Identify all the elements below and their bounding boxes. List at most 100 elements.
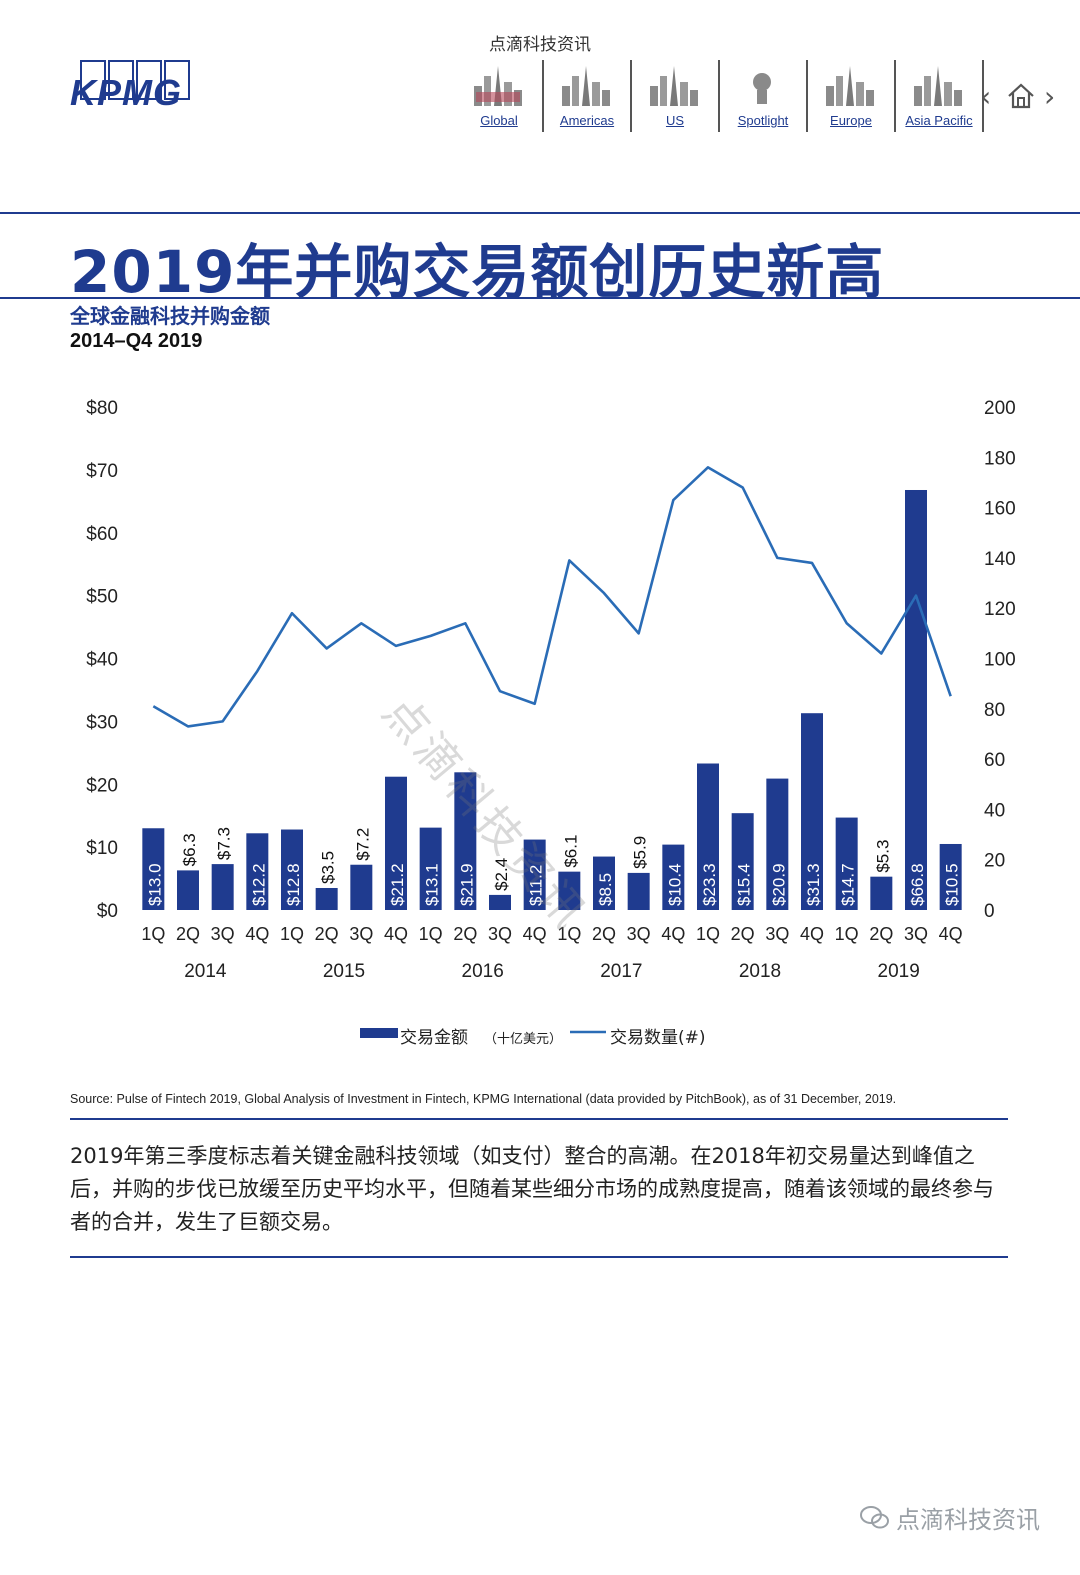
nav-spotlight[interactable]: Spotlight — [720, 60, 808, 132]
bar-19 — [801, 713, 823, 910]
bar-10 — [489, 894, 511, 910]
bar-label: $21.9 — [457, 863, 476, 906]
right-axis-tick: 160 — [984, 499, 1016, 520]
quarter-label: 4Q — [800, 924, 824, 944]
quarter-label: 4Q — [384, 924, 408, 944]
nav-europe[interactable]: Europe — [808, 60, 896, 132]
bar-label: $12.8 — [284, 863, 303, 906]
bar-18 — [766, 778, 789, 910]
quarter-label: 4Q — [523, 924, 547, 944]
right-axis-tick: 80 — [984, 700, 1005, 721]
quarter-label: 3Q — [904, 924, 928, 944]
quarter-label: 3Q — [211, 924, 235, 944]
right-axis-tick: 100 — [984, 650, 1016, 671]
quarter-label: 2Q — [315, 924, 339, 944]
quarter-label: 1Q — [419, 924, 443, 944]
bar-7 — [385, 776, 407, 910]
bar-label: $7.2 — [353, 828, 372, 861]
nav-global[interactable]: Global — [456, 60, 544, 132]
right-axis-tick: 200 — [984, 398, 1016, 419]
bar-3 — [246, 833, 269, 910]
nav-us[interactable]: US — [632, 60, 720, 132]
wechat-icon — [860, 1505, 889, 1528]
right-axis-tick: 180 — [984, 448, 1016, 469]
us-skyline-icon — [650, 66, 698, 106]
left-axis-tick: $20 — [86, 775, 118, 796]
source-rule — [70, 1118, 1008, 1120]
bar-label: $13.0 — [145, 863, 164, 906]
quarter-label: 3Q — [488, 924, 512, 944]
quarter-label: 3Q — [349, 924, 373, 944]
global-skyline-icon — [474, 66, 522, 106]
bar-17 — [731, 813, 754, 910]
quarter-label: 2Q — [592, 924, 616, 944]
quarter-label: 2Q — [869, 924, 893, 944]
logo-boxes — [80, 60, 190, 104]
region-nav: Global Americas US Spotlight Europe Asia Paci… — [456, 60, 984, 132]
bar-label: $20.9 — [769, 863, 788, 906]
quarter-label: 2Q — [453, 924, 477, 944]
left-axis-tick: $50 — [86, 587, 118, 608]
year-label: 2017 — [600, 961, 642, 982]
bar-21 — [870, 876, 893, 910]
quarter-label: 2Q — [731, 924, 755, 944]
left-axis-tick: $80 — [86, 398, 118, 419]
nav-label: US — [665, 113, 685, 128]
logo-text: KPMG — [70, 72, 182, 113]
nav-label: Asia Pacific — [905, 113, 973, 128]
nav-americas[interactable]: Americas — [544, 60, 632, 132]
year-label: 2015 — [323, 961, 365, 982]
right-axis-tick: 140 — [984, 549, 1016, 570]
legend-bar-swatch — [360, 1028, 398, 1038]
bar-9 — [454, 772, 477, 910]
bar-label: $10.4 — [665, 863, 684, 906]
kpmg-logo[interactable]: KPMG — [70, 60, 190, 113]
bar-label: $5.9 — [631, 836, 650, 869]
bar-13 — [593, 856, 615, 910]
quarter-label: 1Q — [696, 924, 720, 944]
bar-label: $8.5 — [596, 873, 615, 906]
right-axis-tick: 0 — [984, 901, 995, 922]
body-rule — [70, 1256, 1008, 1258]
bar-22 — [905, 489, 927, 910]
right-axis-tick: 60 — [984, 750, 1005, 771]
next-arrow-icon[interactable]: › — [1044, 80, 1056, 113]
right-axis-tick: 40 — [984, 800, 1005, 821]
top-caption: 点滴科技资讯 — [489, 35, 591, 55]
nav-asia-pacific[interactable]: Asia Pacific — [896, 60, 984, 132]
bar-label: $13.1 — [423, 863, 442, 906]
bar-2 — [211, 864, 234, 910]
year-label: 2016 — [462, 961, 504, 982]
bar-label: $6.1 — [561, 835, 580, 868]
nav-label: Europe — [830, 113, 872, 128]
prev-arrow-icon[interactable]: ‹ — [980, 80, 992, 113]
deal-count-line — [152, 466, 952, 728]
bar-label: $5.3 — [873, 840, 892, 873]
home-icon[interactable] — [1006, 82, 1036, 117]
quarter-label: 4Q — [661, 924, 685, 944]
quarter-label: 1Q — [280, 924, 304, 944]
year-label: 2014 — [184, 961, 227, 982]
quarter-label: 1Q — [141, 924, 165, 944]
chart-period: 2014–Q4 2019 — [70, 330, 203, 352]
bar-16 — [697, 763, 719, 910]
watermark-text: 点滴科技资讯 — [896, 1506, 1040, 1534]
left-axis-tick: $40 — [86, 650, 118, 671]
bar-label: $11.2 — [527, 865, 546, 906]
bar-label: $14.7 — [839, 863, 858, 906]
nav-label: Global — [480, 113, 518, 128]
quarter-label: 3Q — [627, 924, 651, 944]
bar-label: $10.5 — [943, 863, 962, 906]
ma-combo-chart: $0 $10 $20 $30 $40 $50 $60 $70 $80 0 20 40 60 80 100 12… — [86, 398, 1016, 1048]
legend-line-label: 交易数量(#) — [610, 1028, 706, 1048]
quarter-label: 1Q — [557, 924, 581, 944]
bar-5 — [315, 887, 338, 910]
wechat-watermark: 点滴科技资讯 — [860, 1500, 1040, 1535]
bar-4 — [281, 829, 303, 910]
bar-label: $7.3 — [215, 827, 234, 860]
legend-bar-unit: （十亿美元） — [484, 1032, 562, 1047]
bar-20 — [835, 817, 858, 910]
right-axis-tick: 120 — [984, 599, 1016, 620]
quarter-label: 4Q — [939, 924, 963, 944]
nav-label: Spotlight — [737, 113, 789, 128]
